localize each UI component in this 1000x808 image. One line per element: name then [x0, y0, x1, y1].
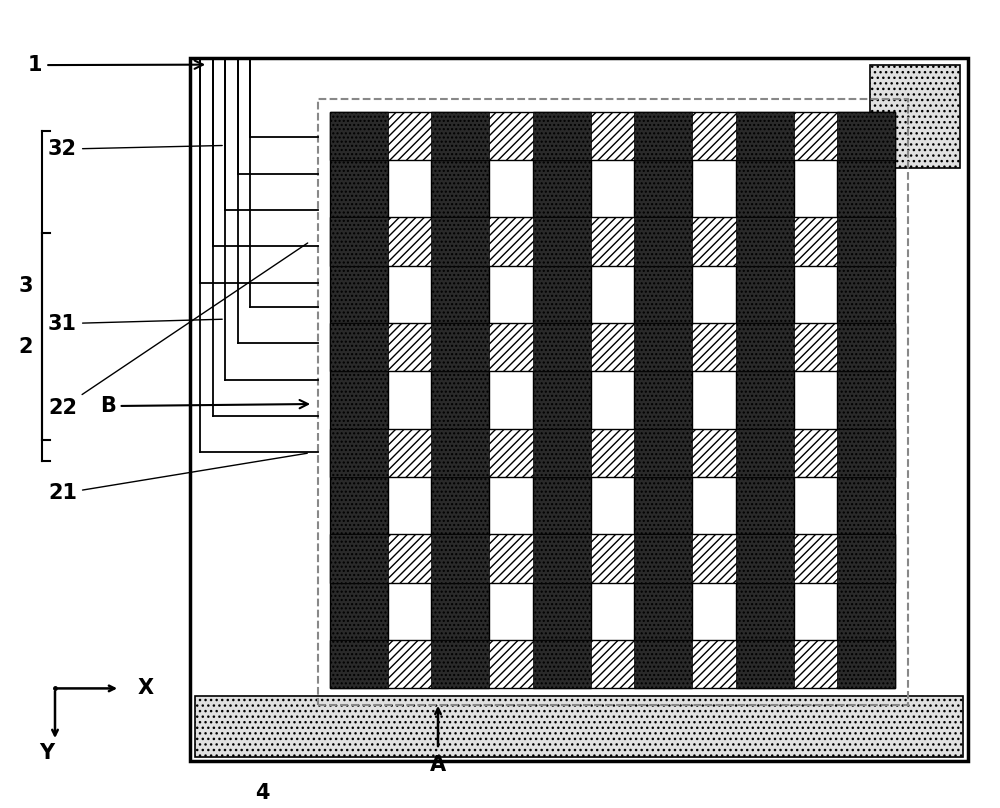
Bar: [330, 534, 388, 583]
Bar: [330, 217, 388, 266]
Bar: [431, 323, 489, 372]
Bar: [837, 112, 895, 688]
Bar: [330, 217, 895, 266]
Bar: [195, 696, 963, 757]
Bar: [431, 640, 489, 688]
Text: Y: Y: [39, 743, 55, 763]
Bar: [533, 428, 591, 477]
Bar: [837, 112, 895, 160]
Bar: [318, 99, 908, 705]
Bar: [634, 428, 692, 477]
Bar: [431, 534, 489, 583]
Bar: [330, 112, 388, 688]
Text: 3: 3: [19, 276, 33, 296]
Bar: [330, 534, 895, 583]
Bar: [736, 428, 794, 477]
Bar: [634, 640, 692, 688]
Bar: [736, 217, 794, 266]
Text: 2: 2: [19, 337, 33, 357]
Bar: [533, 323, 591, 372]
Bar: [634, 217, 692, 266]
Bar: [533, 640, 591, 688]
Bar: [533, 112, 591, 688]
Text: A: A: [430, 755, 446, 775]
Bar: [837, 428, 895, 477]
Bar: [533, 217, 591, 266]
Bar: [431, 428, 489, 477]
Bar: [330, 112, 895, 160]
Text: B: B: [100, 396, 308, 416]
Bar: [837, 323, 895, 372]
Text: X: X: [138, 679, 154, 698]
Bar: [533, 534, 591, 583]
Text: 4: 4: [255, 784, 269, 803]
Bar: [190, 58, 968, 761]
Bar: [634, 112, 692, 160]
Text: 32: 32: [48, 139, 222, 159]
Bar: [736, 323, 794, 372]
Bar: [837, 534, 895, 583]
Bar: [330, 640, 388, 688]
Bar: [837, 217, 895, 266]
Bar: [431, 112, 489, 160]
Bar: [837, 640, 895, 688]
Bar: [330, 428, 895, 477]
Bar: [330, 323, 388, 372]
Text: 21: 21: [48, 453, 307, 503]
Bar: [431, 217, 489, 266]
Text: 22: 22: [48, 243, 308, 418]
Bar: [330, 428, 388, 477]
Bar: [330, 323, 895, 372]
Bar: [330, 640, 895, 688]
Bar: [330, 112, 388, 160]
Bar: [634, 112, 692, 688]
Bar: [533, 112, 591, 160]
Text: 31: 31: [48, 314, 222, 334]
Bar: [736, 534, 794, 583]
Bar: [870, 65, 960, 168]
Text: 1: 1: [28, 55, 203, 75]
Bar: [634, 534, 692, 583]
Bar: [634, 323, 692, 372]
Bar: [736, 112, 794, 688]
Bar: [736, 640, 794, 688]
Bar: [431, 112, 489, 688]
Bar: [736, 112, 794, 160]
